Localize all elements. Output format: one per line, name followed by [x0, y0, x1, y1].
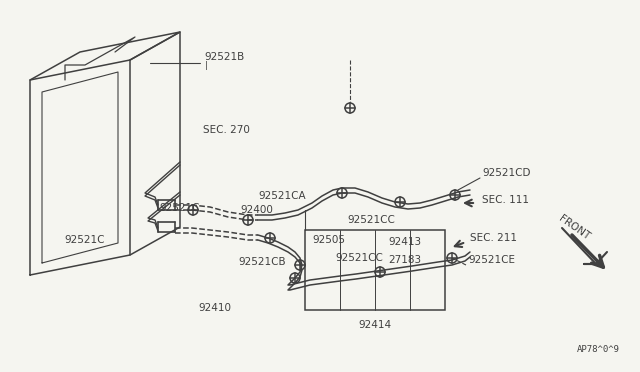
Text: SEC. 111: SEC. 111	[482, 195, 529, 205]
Text: 92521CD: 92521CD	[482, 168, 531, 178]
Text: 92521CC: 92521CC	[335, 253, 383, 263]
Text: SEC. 270: SEC. 270	[203, 125, 250, 135]
Text: 92521B: 92521B	[204, 52, 244, 62]
Text: |: |	[205, 61, 208, 70]
Text: 92521CC: 92521CC	[347, 215, 395, 225]
Text: 27183: 27183	[388, 255, 421, 265]
Text: 92413: 92413	[388, 237, 421, 247]
Text: 92400: 92400	[240, 205, 273, 215]
Text: 92505: 92505	[312, 235, 345, 245]
Text: 92410: 92410	[198, 303, 232, 313]
Text: 92521CB: 92521CB	[238, 257, 285, 267]
Text: 92521C: 92521C	[65, 235, 105, 245]
Bar	[305, 230, 445, 310]
Text: 92521CE: 92521CE	[468, 255, 515, 265]
Text: FRONT: FRONT	[557, 214, 591, 242]
Text: AP78^0^9: AP78^0^9	[577, 346, 620, 355]
Text: 92521CA: 92521CA	[258, 191, 306, 201]
Text: 92414: 92414	[358, 320, 392, 330]
Text: 92521C: 92521C	[159, 203, 200, 213]
Text: SEC. 211: SEC. 211	[470, 233, 517, 243]
